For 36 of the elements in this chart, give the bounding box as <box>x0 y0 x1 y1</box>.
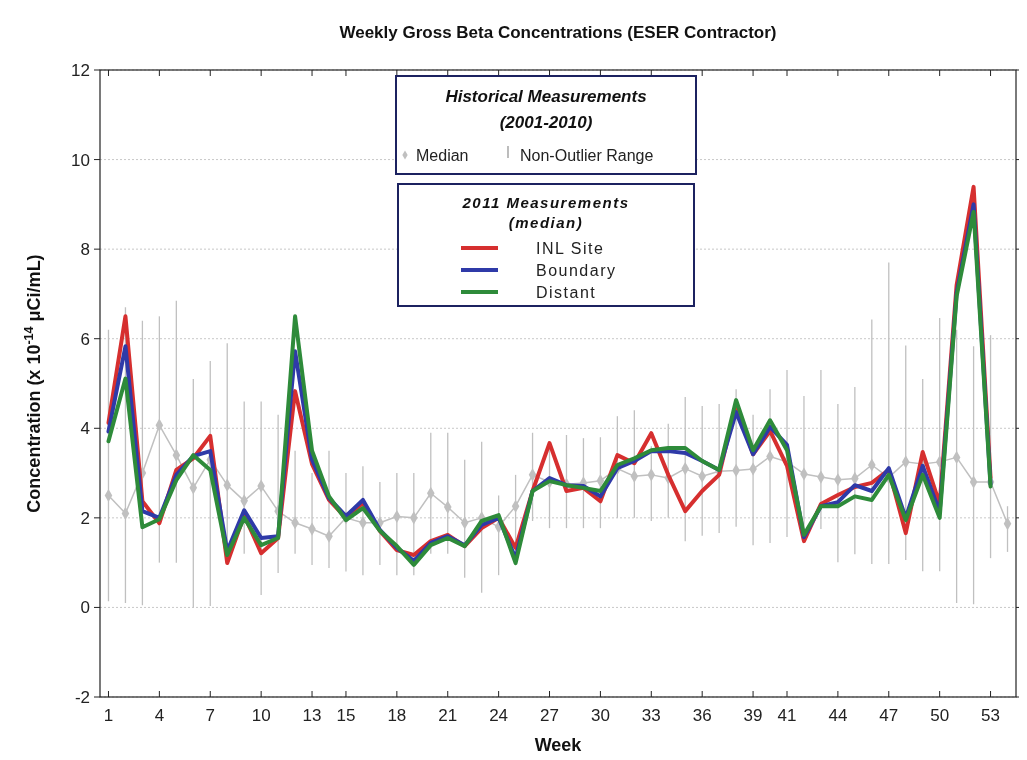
legend-label: Median <box>416 147 469 164</box>
x-tick-label: 7 <box>205 706 215 725</box>
x-tick-label: 36 <box>692 706 712 725</box>
y-tick-label: 12 <box>71 60 90 80</box>
x-tick-label: 50 <box>930 706 950 725</box>
y-tick-label: -2 <box>74 687 90 707</box>
x-tick-label: 24 <box>489 706 509 725</box>
chart-title: Weekly Gross Beta Concentrations (ESER Contractor) <box>339 23 777 42</box>
x-tick-label: 33 <box>641 706 661 725</box>
y-tick-label: 0 <box>80 598 90 618</box>
y-tick-label: 4 <box>80 419 90 439</box>
legend-label: Distant <box>536 284 597 301</box>
x-axis-title: Week <box>534 735 583 755</box>
y-tick-label: 2 <box>80 508 90 528</box>
y-tick-label: 8 <box>80 240 90 260</box>
annotation: Non-Outlier Range <box>520 147 654 164</box>
x-tick-label: 4 <box>154 706 165 725</box>
x-tick-label: 13 <box>302 706 322 725</box>
x-tick-label: 27 <box>540 706 559 725</box>
x-tick-label: 1 <box>103 706 114 725</box>
x-tick-label: 41 <box>777 706 797 725</box>
x-tick-label: 39 <box>743 706 763 725</box>
y-tick-label: 6 <box>80 329 90 349</box>
legend-title: Historical Measurements (2001-2010) <box>445 87 647 132</box>
legend-label: INL Site <box>536 240 605 257</box>
x-tick-label: 30 <box>590 706 610 725</box>
x-tick-label: 10 <box>251 706 271 725</box>
x-tick-label: 53 <box>981 706 1001 725</box>
legend-label: Boundary <box>536 262 617 279</box>
x-tick-label: 15 <box>336 706 356 725</box>
x-tick-label: 47 <box>879 706 899 725</box>
x-tick-label: 44 <box>828 706 848 725</box>
x-tick-label: 18 <box>387 706 407 725</box>
annotation: 2011 Measurements (median) <box>461 194 630 231</box>
x-tick-label: 21 <box>438 706 458 725</box>
y-tick-label: 10 <box>71 150 90 170</box>
